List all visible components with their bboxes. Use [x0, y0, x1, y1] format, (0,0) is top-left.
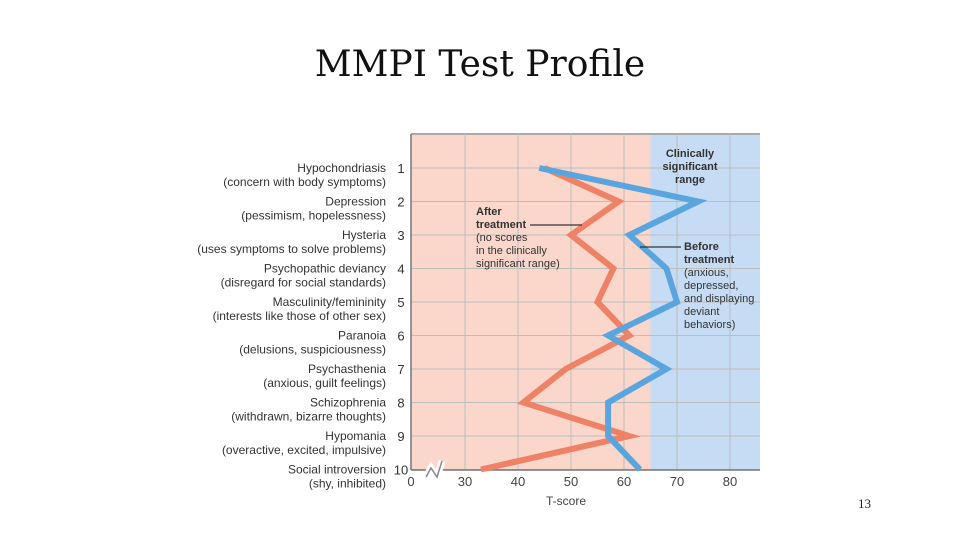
scale-number-10: 10 — [394, 463, 408, 478]
after-annotation-line-5: significant range) — [476, 258, 560, 270]
x-tick-label-60: 60 — [617, 474, 631, 489]
scale-description-3: (uses symptoms to solve problems) — [197, 242, 386, 256]
scale-name-4: Psychopathic deviancy — [264, 262, 386, 276]
page-number: 13 — [858, 496, 871, 511]
significant-range-label-line-1: Clinically — [666, 148, 715, 160]
x-tick-label-30: 30 — [458, 474, 472, 489]
scale-name-6: Paranoia — [338, 329, 386, 343]
scale-number-8: 8 — [397, 396, 404, 411]
scale-number-5: 5 — [397, 295, 404, 310]
x-tick-label-40: 40 — [511, 474, 525, 489]
scale-number-7: 7 — [397, 362, 404, 377]
scale-number-9: 9 — [397, 429, 404, 444]
scale-name-9: Hypomania — [325, 429, 386, 443]
scale-description-9: (overactive, excited, impulsive) — [222, 443, 386, 457]
scale-name-8: Schizophrenia — [310, 396, 386, 410]
scale-description-10: (shy, inhibited) — [309, 477, 386, 491]
before-annotation-line-1: Before — [684, 241, 719, 253]
x-axis-label: T-score — [546, 494, 586, 508]
series-line-after — [480, 165, 641, 473]
scale-name-5: Masculinity/femininity — [273, 295, 386, 309]
after-annotation-line-3: (no scores — [476, 232, 528, 244]
before-annotation-line-6: deviant — [684, 306, 719, 318]
scale-number-1: 1 — [397, 161, 404, 176]
before-annotation-line-7: behaviors) — [684, 319, 735, 331]
scale-number-6: 6 — [397, 329, 404, 344]
slide-title: MMPI Test Profile — [314, 44, 646, 85]
axis-break-symbol — [425, 460, 443, 479]
scale-name-2: Depression — [325, 195, 386, 209]
scale-description-5: (interests like those of other sex) — [213, 309, 386, 323]
after-annotation-line-4: in the clinically — [476, 245, 547, 257]
scale-number-2: 2 — [397, 195, 404, 210]
x-tick-label-80: 80 — [723, 474, 737, 489]
significant-range-label-line-3: range — [675, 174, 705, 186]
before-annotation-line-5: and displaying — [684, 293, 754, 305]
scale-number-3: 3 — [397, 228, 404, 243]
scale-description-4: (disregard for social standards) — [221, 276, 386, 290]
before-annotation-line-3: (anxious, — [684, 267, 729, 279]
scale-name-1: Hypochondriasis — [297, 161, 386, 175]
before-annotation-line-4: depressed, — [684, 280, 738, 292]
after-annotation-line-2: treatment — [476, 219, 526, 231]
after-annotation-line-1: After — [476, 206, 502, 218]
x-tick-label-70: 70 — [670, 474, 684, 489]
scale-name-10: Social introversion — [288, 463, 386, 477]
series-line-before — [538, 165, 708, 472]
scale-description-6: (delusions, suspiciousness) — [239, 343, 386, 357]
significant-range-label-line-2: significant — [662, 161, 717, 173]
scale-name-7: Psychasthenia — [308, 362, 386, 376]
x-tick-label-50: 50 — [564, 474, 578, 489]
scale-description-8: (withdrawn, bizarre thoughts) — [231, 410, 386, 424]
scale-name-3: Hysteria — [342, 228, 386, 242]
scale-description-1: (concern with body symptoms) — [223, 175, 386, 189]
scale-number-4: 4 — [397, 262, 404, 277]
scale-description-7: (anxious, guilt feelings) — [263, 376, 386, 390]
before-annotation-line-2: treatment — [684, 254, 734, 266]
x-tick-label-0: 0 — [407, 474, 414, 489]
scale-description-2: (pessimism, hopelessness) — [241, 209, 386, 223]
